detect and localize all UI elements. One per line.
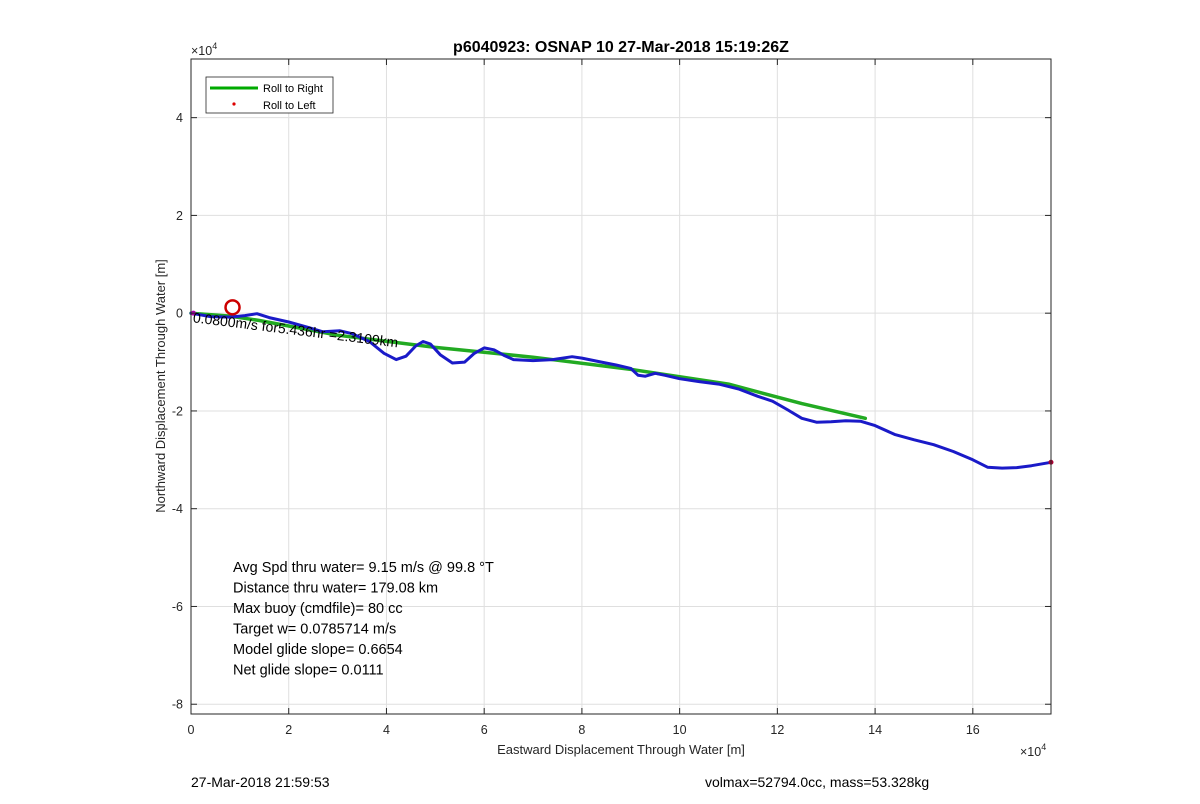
y-tick-label: -4 bbox=[172, 502, 183, 516]
plot-area bbox=[191, 59, 1051, 714]
stats-block: Avg Spd thru water= 9.15 m/s @ 99.8 °T Di… bbox=[233, 560, 494, 679]
series-layer bbox=[189, 311, 1053, 470]
y-axis-label: Northward Displacement Through Water [m] bbox=[153, 259, 168, 513]
legend: Roll to Right Roll to Left bbox=[205, 76, 334, 114]
x-tick-label: 16 bbox=[966, 723, 980, 737]
legend-swatch-roll-left bbox=[232, 102, 236, 106]
series-track-line bbox=[189, 311, 1053, 470]
stat-line: Distance thru water= 179.08 km bbox=[233, 581, 438, 597]
y-exponent-label: ×104 bbox=[191, 41, 217, 58]
series-roll-right-line bbox=[189, 311, 868, 421]
grid bbox=[190, 59, 1051, 714]
marker-current-circle bbox=[224, 299, 241, 316]
footer-info: volmax=52794.0cc, mass=53.328kg bbox=[705, 774, 929, 790]
footer-timestamp: 27-Mar-2018 21:59:53 bbox=[191, 774, 330, 790]
legend-box bbox=[205, 76, 334, 114]
axes-box bbox=[190, 58, 1052, 715]
x-tick-label: 2 bbox=[285, 723, 292, 737]
x-ticks: 0 2 4 6 8 10 12 14 16 bbox=[188, 59, 980, 737]
x-tick-label: 14 bbox=[868, 723, 882, 737]
x-tick-label: 12 bbox=[770, 723, 784, 737]
x-tick-label: 6 bbox=[481, 723, 488, 737]
y-tick-label: -2 bbox=[172, 404, 183, 418]
stat-line: Model glide slope= 0.6654 bbox=[233, 642, 403, 658]
y-ticks: -8 -6 -4 -2 0 2 4 bbox=[172, 111, 1051, 712]
y-tick-label: 4 bbox=[176, 111, 183, 125]
x-tick-label: 0 bbox=[188, 723, 195, 737]
x-exponent-label: ×104 bbox=[1020, 742, 1046, 759]
stat-line: Target w= 0.0785714 m/s bbox=[233, 622, 396, 638]
x-tick-label: 4 bbox=[383, 723, 390, 737]
y-tick-label: 2 bbox=[176, 209, 183, 223]
stat-line: Max buoy (cmdfile)= 80 cc bbox=[233, 601, 403, 617]
y-tick-label: -8 bbox=[172, 698, 183, 712]
y-tick-label: 0 bbox=[176, 307, 183, 321]
legend-label-roll-left: Roll to Left bbox=[263, 100, 316, 112]
stat-line: Net glide slope= 0.0111 bbox=[233, 663, 384, 679]
legend-label-roll-right: Roll to Right bbox=[263, 83, 323, 95]
x-axis-label: Eastward Displacement Through Water [m] bbox=[497, 742, 745, 757]
stat-line: Avg Spd thru water= 9.15 m/s @ 99.8 °T bbox=[233, 560, 494, 576]
x-tick-label: 10 bbox=[673, 723, 687, 737]
x-tick-label: 8 bbox=[578, 723, 585, 737]
chart-title: p6040923: OSNAP 10 27-Mar-2018 15:19:26Z bbox=[453, 39, 789, 56]
y-tick-label: -6 bbox=[172, 600, 183, 614]
